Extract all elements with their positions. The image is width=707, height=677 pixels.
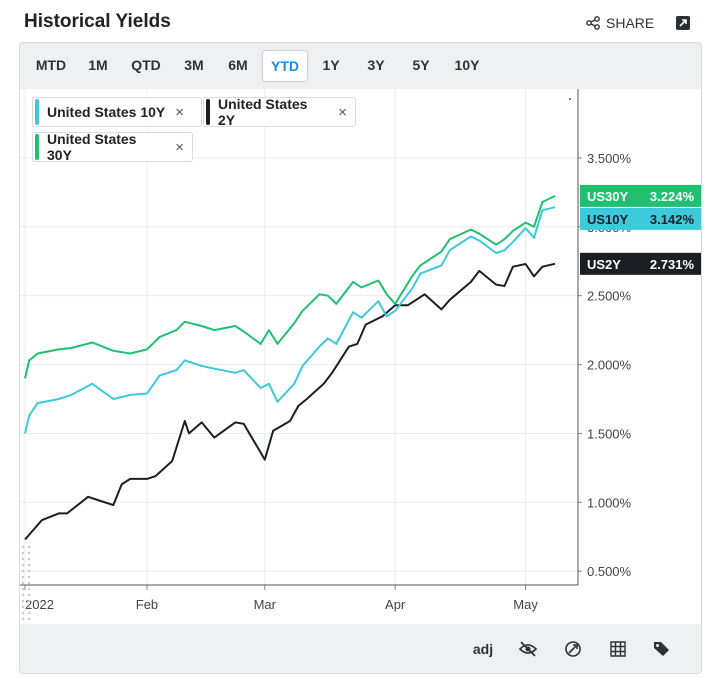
last-value-tag-bg	[580, 207, 701, 230]
series-line-united-states-2y[interactable]	[24, 262, 556, 541]
remove-series-icon[interactable]: ×	[175, 138, 184, 156]
range-tabs: MTD 1M QTD 3M 6M YTD 1Y 3Y 5Y 10Y	[20, 43, 701, 89]
series-line-united-states-30y[interactable]	[24, 194, 556, 379]
tab-3m[interactable]: 3M	[184, 57, 204, 73]
x-tick-label: Feb	[136, 597, 158, 612]
hide-eye-icon	[518, 641, 538, 657]
last-value-number: 2.731%	[650, 257, 695, 272]
tab-1m[interactable]: 1M	[88, 57, 108, 73]
legend-label: United States 2Y	[217, 96, 308, 128]
last-value-number: 3.142%	[650, 212, 695, 227]
y-tick-label: 2.500%	[587, 289, 632, 304]
remove-series-icon[interactable]: ×	[338, 103, 347, 121]
legend-chip[interactable]: United States 10Y ×	[32, 97, 202, 127]
hide-eye-button[interactable]	[517, 638, 539, 660]
adj-label: adj	[472, 641, 494, 657]
tab-3y[interactable]: 3Y	[367, 57, 385, 73]
legend-swatch	[35, 99, 39, 125]
line-chart[interactable]: 0.500%1.000%1.500%2.000%2.500%3.000%3.50…	[20, 89, 701, 624]
legend-swatch	[206, 99, 210, 125]
x-tick-label: Apr	[385, 597, 406, 612]
last-value-tag-bg	[580, 252, 701, 275]
legend-chip[interactable]: United States 30Y ×	[32, 131, 193, 163]
x-tick-label: Mar	[254, 597, 277, 612]
grid-icon	[610, 641, 626, 657]
crosshair-button[interactable]	[562, 638, 584, 660]
last-value-series: US30Y	[587, 189, 629, 204]
chart-plot-area[interactable]: 0.500%1.000%1.500%2.000%2.500%3.000%3.50…	[20, 89, 701, 672]
series-line-united-states-10y[interactable]	[24, 206, 556, 434]
last-value-number: 3.224%	[650, 189, 695, 204]
tab-qtd[interactable]: QTD	[131, 57, 161, 73]
tab-10y[interactable]: 10Y	[454, 57, 480, 73]
expand-icon	[679, 19, 687, 27]
chart-widget: MTD 1M QTD 3M 6M YTD 1Y 3Y 5Y 10Y 0.500% 1.000% 1.5…	[19, 42, 702, 674]
adj-button[interactable]: adj	[470, 638, 496, 660]
expand-button[interactable]	[676, 16, 690, 30]
legend-label: United States 10Y	[47, 104, 166, 120]
tab-mtd[interactable]: MTD	[35, 57, 67, 73]
legend-label: United States 30Y	[47, 131, 137, 163]
x-tick-label: 2022	[25, 597, 54, 612]
tab-1y[interactable]: 1Y	[322, 57, 340, 73]
remove-series-icon[interactable]: ×	[175, 103, 185, 121]
last-value-tag: US10Y 3.142%	[580, 207, 701, 230]
x-tick-label: May	[513, 597, 538, 612]
page-title: Historical Yields	[24, 11, 171, 32]
y-tick-label: 1.500%	[587, 426, 632, 441]
share-label: SHARE	[606, 15, 655, 31]
tag-button[interactable]	[651, 638, 673, 660]
last-value-tag: US30Y 3.224%	[580, 184, 701, 207]
last-value-tag-bg	[580, 184, 701, 207]
last-value-series: US2Y	[587, 257, 621, 272]
chart-toolbar: adj	[20, 624, 701, 673]
last-value-series: US10Y	[587, 212, 629, 227]
tab-ytd[interactable]: YTD	[262, 50, 308, 82]
crosshair-icon	[565, 641, 581, 657]
grid-toggle-button[interactable]	[607, 638, 629, 660]
chart-dot	[569, 98, 571, 100]
share-button[interactable]: SHARE	[586, 15, 654, 31]
legend-swatch	[35, 134, 39, 160]
tab-6m[interactable]: 6M	[228, 57, 248, 73]
y-tick-label: 1.000%	[587, 495, 632, 510]
y-tick-label: 2.000%	[587, 358, 632, 373]
y-tick-label: 3.500%	[587, 151, 632, 166]
tag-icon	[654, 642, 669, 656]
legend-chip[interactable]: United States 2Y ×	[203, 96, 356, 128]
tab-5y[interactable]: 5Y	[412, 57, 430, 73]
last-value-tag: US2Y 2.731%	[580, 252, 701, 275]
y-tick-label: 0.500%	[587, 564, 632, 579]
share-icon	[586, 16, 600, 30]
